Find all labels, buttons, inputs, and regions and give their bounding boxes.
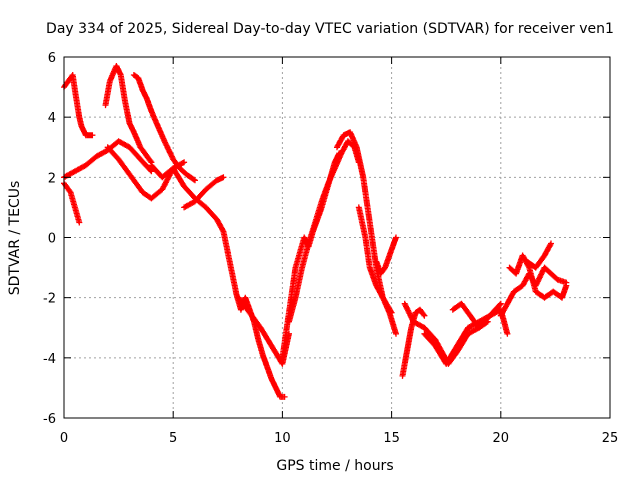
y-tick-label: -2: [43, 292, 56, 307]
x-tick-labels: 0 5 10 15 20 25: [60, 431, 618, 446]
x-tick-label: 25: [602, 431, 619, 446]
series-trace-12: [286, 138, 362, 325]
x-tick-label: 20: [493, 431, 510, 446]
series-trace-7: [148, 162, 231, 256]
point-markers: [286, 138, 362, 325]
x-tick-label: 10: [274, 431, 291, 446]
series-trace-19: [449, 300, 491, 331]
grid-lines: [64, 57, 610, 418]
point-markers: [130, 72, 198, 184]
series-trace-4: [102, 63, 155, 166]
y-tick-label: 6: [48, 51, 56, 66]
y-tick-label: 0: [48, 232, 56, 247]
series-trace-22: [524, 240, 554, 271]
y-tick-label: 2: [48, 171, 56, 186]
data-points: [61, 63, 570, 400]
x-tick-label: 15: [383, 431, 400, 446]
chart-title: Day 334 of 2025, Sidereal Day-to-day VTE…: [46, 21, 614, 37]
point-markers: [399, 306, 428, 379]
series-trace-8: [181, 174, 227, 211]
series-trace-5: [130, 72, 198, 184]
series-trace-18: [421, 306, 511, 367]
point-markers: [373, 234, 399, 277]
point-markers: [355, 204, 395, 316]
y-tick-label: 4: [48, 111, 56, 126]
axis-ticks: [63, 56, 611, 419]
x-tick-label: 0: [60, 431, 68, 446]
x-axis-label: GPS time / hours: [276, 458, 393, 474]
point-markers: [102, 63, 155, 166]
y-axis-label: SDTVAR / TECUs: [7, 181, 23, 296]
series-trace-15: [373, 234, 399, 277]
point-markers: [524, 240, 554, 271]
x-tick-label: 5: [169, 431, 177, 446]
point-markers: [181, 174, 227, 211]
y-tick-label: -4: [43, 352, 56, 367]
series-trace-16: [399, 306, 428, 379]
point-markers: [148, 162, 231, 256]
point-markers: [421, 306, 511, 367]
y-tick-labels: -6 -4 -2 0 2 4 6: [43, 51, 56, 427]
point-markers: [449, 300, 491, 331]
series-trace-14: [355, 204, 395, 316]
y-tick-label: -6: [43, 412, 56, 427]
